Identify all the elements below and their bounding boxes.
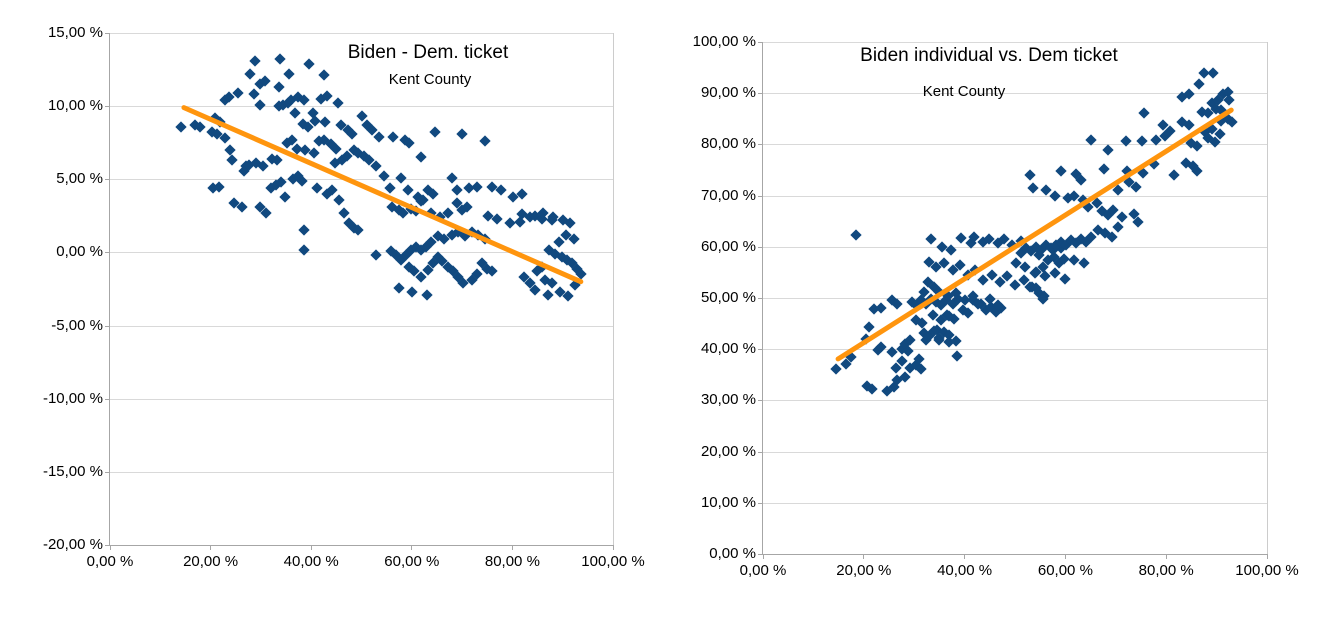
y-axis-tick-label: 10,00 % [47,97,103,115]
horizontal-gridline [763,349,1267,351]
y-axis-tick [758,451,763,453]
y-axis-tick [105,252,110,254]
y-axis-tick [758,298,763,299]
y-axis-tick [758,93,763,95]
y-axis-tick-label: 0,00 % [709,545,756,563]
x-axis-tick [1165,554,1167,559]
y-axis-tick-label: -15,00 % [42,463,103,481]
y-axis-tick [758,144,763,146]
x-axis-tick [310,545,312,550]
horizontal-gridline [110,325,613,327]
horizontal-gridline [763,93,1267,95]
y-axis-tick [758,400,763,402]
x-axis-tick [411,545,413,550]
x-axis-tick-label: 40,00 % [283,553,339,570]
horizontal-gridline [110,33,613,34]
right-chart-subtitle: Kent County [922,83,1006,100]
x-axis-tick-label: 80,00 % [484,553,540,570]
right-scatter-plot-area: 100,00 % 90,00 % 80,00 % 70,00 % 60,00 % 50,0… [693,33,1299,579]
y-axis-tick [105,33,110,34]
horizontal-gridline [763,502,1267,504]
y-axis-tick-label: -10,00 % [42,389,103,407]
y-axis-tick [758,502,763,504]
right-chart-title: Biden individual vs. Dem ticket [860,45,1118,66]
horizontal-gridline [763,298,1267,299]
horizontal-gridline [110,398,613,400]
y-axis-tick-label: 40,00 % [700,340,756,358]
horizontal-gridline [763,195,1267,197]
horizontal-gridline [763,144,1267,146]
y-axis-tick-label: 80,00 % [700,135,756,153]
horizontal-gridline [763,400,1267,402]
x-axis-tick-label: 80,00 % [1138,562,1194,579]
y-axis-tick-label: -5,00 % [51,316,103,334]
horizontal-gridline [110,179,613,181]
horizontal-gridline [763,42,1267,43]
x-axis-tick [109,545,111,550]
y-axis-tick [105,471,110,473]
x-axis-tick-label: 100,00 % [1235,562,1299,579]
y-axis-tick-label: -20,00 % [42,536,103,554]
y-axis-tick-label: 20,00 % [700,442,756,460]
x-axis-tick [762,554,764,559]
horizontal-gridline [110,252,613,254]
horizontal-gridline [110,471,613,473]
y-axis-tick [758,195,763,197]
left-chart-subtitle: Kent County [388,71,472,88]
x-axis-tick-label: 60,00 % [1037,562,1093,579]
y-axis-tick-label: 70,00 % [700,186,756,204]
y-axis-tick [105,545,110,546]
x-axis-tick [1064,554,1066,559]
y-axis-tick-label: 0,00 % [56,243,103,261]
y-axis-tick-label: 50,00 % [700,289,756,307]
x-axis-tick-label: 0,00 % [739,562,787,579]
x-axis-tick-label: 0,00 % [86,553,134,570]
x-axis-tick [1266,554,1268,559]
y-axis-tick [758,554,763,555]
y-axis-tick-label: 10,00 % [700,493,756,511]
x-axis-tick [210,545,212,550]
y-axis-tick [758,246,763,248]
x-axis-tick [612,545,614,550]
trend-line [835,107,1234,362]
x-axis-tick-label: 60,00 % [384,553,440,570]
y-axis-tick-label: 100,00 % [692,33,756,51]
y-axis-tick-label: 30,00 % [700,391,756,409]
y-axis-tick [105,106,110,108]
y-axis-tick-label: 5,00 % [56,170,103,188]
horizontal-gridline [763,451,1267,453]
y-axis-tick [105,179,110,181]
x-axis-tick-label: 20,00 % [183,553,239,570]
left-scatter-plot-area: 15,00 % 10,00 % 5,00 % 0,00 % -5,00 % -10,00 … [43,24,645,570]
x-axis-tick-label: 100,00 % [581,553,645,570]
x-axis-tick [863,554,865,559]
y-axis-tick-label: 15,00 % [47,24,103,42]
left-chart-title: Biden - Dem. ticket [347,42,509,63]
x-axis-tick [511,545,513,550]
horizontal-gridline [110,106,613,108]
y-axis-tick-label: 60,00 % [700,237,756,255]
x-axis-tick [964,554,966,559]
x-axis-tick-label: 40,00 % [937,562,993,579]
y-axis-tick [758,349,763,351]
trend-line [181,105,584,285]
x-axis-tick-label: 20,00 % [836,562,892,579]
y-axis-tick [105,398,110,400]
y-axis-tick [758,42,763,43]
y-axis-tick [105,325,110,327]
y-axis-tick-label: 90,00 % [700,84,756,102]
